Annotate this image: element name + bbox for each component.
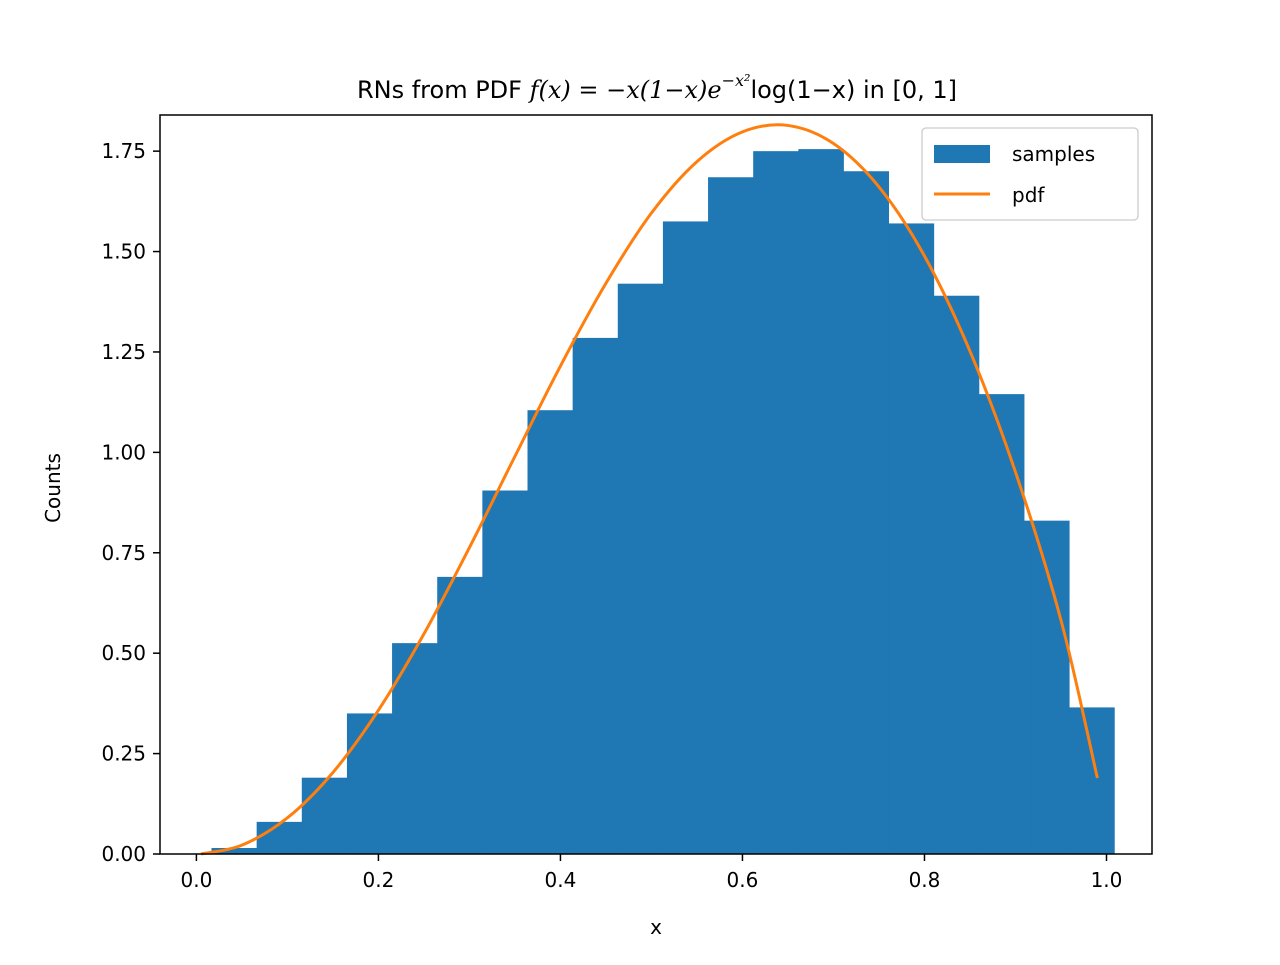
histogram-bar: [933, 295, 980, 855]
legend-samples-swatch: [934, 145, 990, 163]
y-tick-label: 0.25: [101, 742, 146, 766]
histogram-bar: [843, 171, 890, 855]
histogram-bar: [346, 713, 393, 854]
histogram-bar: [1024, 520, 1070, 854]
histogram-bar: [888, 223, 935, 854]
histogram-bar: [708, 177, 754, 854]
histogram-bar: [527, 410, 574, 854]
histogram-bar: [978, 394, 1025, 854]
histogram-bar: [482, 490, 528, 854]
y-tick-label: 0.00: [101, 842, 146, 866]
y-axis-ticks: 0.00 0.25 0.50 0.75 1.00 1.25 1.50 1.75: [101, 139, 160, 866]
x-tick-label: 0.0: [180, 868, 212, 892]
chart-title: RNs from PDF f(x) = −x(1−x)e−x²log(1−x) …: [357, 71, 957, 104]
y-tick-label: 1.00: [101, 440, 146, 464]
y-tick-label: 1.50: [101, 240, 146, 264]
histogram-bar: [617, 283, 664, 854]
y-tick-label: 1.75: [101, 139, 146, 163]
chart-title-formula: f(x) = −x(1−x)e: [528, 76, 722, 104]
histogram-bar: [662, 221, 709, 854]
legend-samples-label: samples: [1012, 142, 1095, 166]
legend-pdf-label: pdf: [1012, 183, 1045, 207]
y-tick-label: 0.50: [101, 641, 146, 665]
legend: samples pdf: [921, 127, 1139, 221]
pdf-curve-layer: [200, 123, 1099, 856]
pdf-curve: [200, 123, 1099, 856]
y-tick-label: 1.25: [101, 340, 146, 364]
histogram-bar: [301, 777, 348, 854]
chart-title-suffix: in [0, 1]: [855, 76, 957, 104]
x-tick-label: 0.2: [363, 868, 395, 892]
histogram-bar: [1069, 707, 1115, 854]
histogram-bar: [753, 151, 799, 854]
chart-title-exponent: −x²: [722, 71, 751, 90]
histogram-bar: [572, 337, 619, 854]
chart-title-prefix: RNs from PDF: [357, 76, 530, 104]
x-tick-label: 0.6: [727, 868, 759, 892]
histogram-bar: [256, 821, 303, 854]
x-axis-label: x: [650, 915, 662, 939]
chart-title-log: log(1−x): [750, 76, 855, 104]
histogram-bar: [437, 576, 483, 855]
x-tick-label: 0.8: [909, 868, 941, 892]
histogram-bar: [798, 149, 844, 854]
x-axis-ticks: 0.0 0.2 0.4 0.6 0.8 1.0: [180, 854, 1122, 892]
plot-frame: [159, 114, 1153, 855]
x-tick-label: 1.0: [1091, 868, 1123, 892]
x-tick-label: 0.4: [545, 868, 577, 892]
y-tick-label: 0.75: [101, 541, 146, 565]
histogram-bar: [211, 847, 258, 854]
y-axis-label: Counts: [41, 453, 65, 523]
